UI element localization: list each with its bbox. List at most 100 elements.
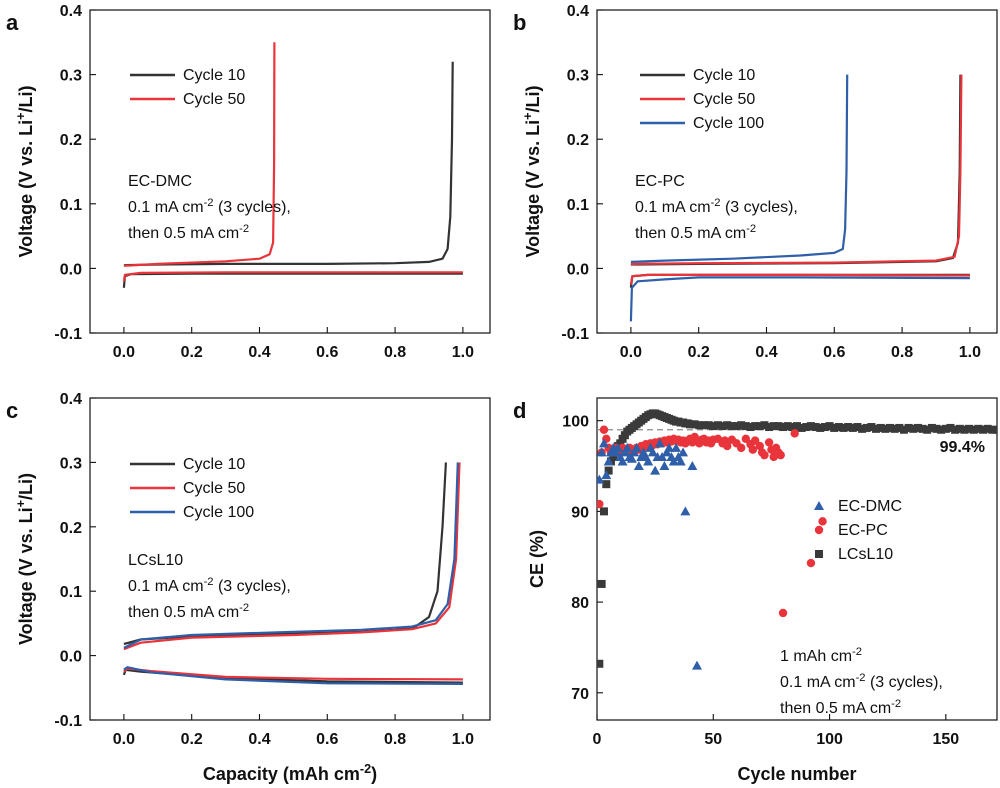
panel-letter: a <box>6 10 19 35</box>
data-point-lcsl10 <box>806 422 815 431</box>
data-point-lcsl10 <box>979 425 988 434</box>
y-tick-label: 0.2 <box>60 520 82 537</box>
data-point-lcsl10 <box>788 423 797 432</box>
data-point-ec-pc <box>764 438 774 447</box>
data-point-ec-dmc <box>610 447 621 457</box>
data-point-ec-dmc <box>619 447 630 457</box>
x-tick-label: 0.0 <box>620 344 642 361</box>
data-point-ec-dmc <box>598 438 609 448</box>
data-point-lcsl10 <box>839 423 848 432</box>
condition-note-line-part: EC-DMC <box>128 173 192 190</box>
data-point-lcsl10 <box>616 439 625 448</box>
legend-label: Cycle 10 <box>693 67 755 84</box>
x-tick-label: 0 <box>593 731 602 748</box>
panel-letter: b <box>513 10 526 35</box>
data-point-ec-dmc <box>661 447 672 457</box>
data-point-lcsl10 <box>783 422 792 431</box>
data-point-ec-dmc <box>680 506 691 516</box>
y-tick-label: -0.1 <box>54 326 82 343</box>
data-point-ec-dmc <box>650 465 661 475</box>
condition-note-line-superscript: -2 <box>852 646 862 658</box>
y-tick-label: 0.0 <box>60 649 82 666</box>
plot-area <box>629 74 970 322</box>
x-tick-label: 0.8 <box>384 344 406 361</box>
data-point-lcsl10 <box>727 422 736 431</box>
legend-label: Cycle 100 <box>183 504 254 521</box>
legend-item: EC-PC <box>814 522 888 539</box>
y-axis-title-part: /Li) <box>16 473 36 500</box>
data-point-lcsl10 <box>844 423 853 432</box>
data-point-ec-pc <box>741 434 751 444</box>
y-tick-label: 0.3 <box>60 455 82 472</box>
data-point-lcsl10 <box>751 422 760 431</box>
data-point-ec-dmc <box>622 442 633 452</box>
data-point-lcsl10 <box>946 423 955 432</box>
condition-note-line-part: (3 cycles), <box>214 199 291 216</box>
legend-label: Cycle 100 <box>693 115 764 132</box>
y-axis-title-part: Voltage (V vs. Li <box>16 120 36 258</box>
condition-note-line: EC-DMC <box>128 173 192 190</box>
condition-note-line-part: EC-PC <box>635 173 685 190</box>
legend-item: Cycle 100 <box>130 504 254 521</box>
data-point-lcsl10 <box>862 423 871 432</box>
data-point-ec-pc <box>748 445 758 454</box>
data-point-lcsl10 <box>872 424 881 433</box>
condition-note-line-part: then 0.5 mA cm <box>128 225 239 242</box>
data-point-lcsl10 <box>927 423 936 432</box>
data-point-lcsl10 <box>695 421 704 430</box>
panel-letter: c <box>6 398 18 423</box>
condition-note-line-superscript: -2 <box>204 576 214 588</box>
data-point-lcsl10 <box>690 420 699 429</box>
data-point-ec-dmc <box>671 442 682 452</box>
data-point-lcsl10 <box>955 424 964 433</box>
y-axis-title-superscript: + <box>14 112 28 119</box>
data-point-lcsl10 <box>769 422 778 431</box>
data-point-lcsl10 <box>709 422 718 431</box>
series-line-cycle-50-discharge <box>123 667 463 681</box>
y-tick-label: 0.4 <box>60 3 82 20</box>
condition-note-line: 0.1 mA cm-2 (3 cycles), <box>128 576 291 595</box>
legend-label: Cycle 50 <box>183 480 245 497</box>
series-line-cycle-10-charge <box>123 61 454 267</box>
data-point-lcsl10 <box>609 452 618 461</box>
data-point-ec-dmc <box>664 442 675 452</box>
x-tick-label: 0.8 <box>384 731 406 748</box>
data-point-ec-dmc <box>687 461 698 471</box>
y-axis-title-part: Voltage (V vs. Li <box>523 120 543 258</box>
condition-note-line-part: 1 mAh cm <box>780 648 852 665</box>
data-point-lcsl10 <box>960 425 969 434</box>
y-tick-label: 0.1 <box>60 584 82 601</box>
data-point-ec-dmc <box>675 456 686 466</box>
x-tick-label: 0.6 <box>316 731 338 748</box>
condition-note-line-superscript: -2 <box>711 197 721 209</box>
data-point-ec-pc <box>599 425 609 434</box>
legend-marker <box>814 501 824 510</box>
y-tick-label: -0.1 <box>54 713 82 730</box>
legend-item: Cycle 100 <box>640 115 764 132</box>
legend-item: EC-DMC <box>814 498 902 515</box>
data-point-lcsl10 <box>941 424 950 433</box>
data-point-ec-pc <box>750 436 760 445</box>
condition-note-line-part: (3 cycles), <box>866 674 943 691</box>
data-point-lcsl10 <box>737 421 746 430</box>
condition-note-line-part: (3 cycles), <box>214 578 291 595</box>
legend-item: Cycle 50 <box>130 480 245 497</box>
y-tick-label: 0.4 <box>567 3 589 20</box>
data-point-ec-dmc <box>659 461 670 471</box>
plot-area <box>122 462 463 685</box>
x-tick-label: 0.2 <box>181 344 203 361</box>
plot-area <box>122 42 463 288</box>
x-tick-label: 100 <box>816 731 843 748</box>
y-axis-title-part: /Li) <box>523 85 543 112</box>
data-point-lcsl10 <box>988 425 997 434</box>
x-tick-label: 1.0 <box>959 344 981 361</box>
data-point-ec-dmc <box>631 442 642 452</box>
plot-frame <box>596 397 998 721</box>
data-point-lcsl10 <box>699 421 708 430</box>
data-point-lcsl10 <box>597 659 604 668</box>
data-point-ec-pc <box>778 608 788 618</box>
legend-label: EC-DMC <box>838 498 902 515</box>
y-tick-label: 80 <box>571 595 589 612</box>
y-tick-label: 70 <box>571 686 589 703</box>
